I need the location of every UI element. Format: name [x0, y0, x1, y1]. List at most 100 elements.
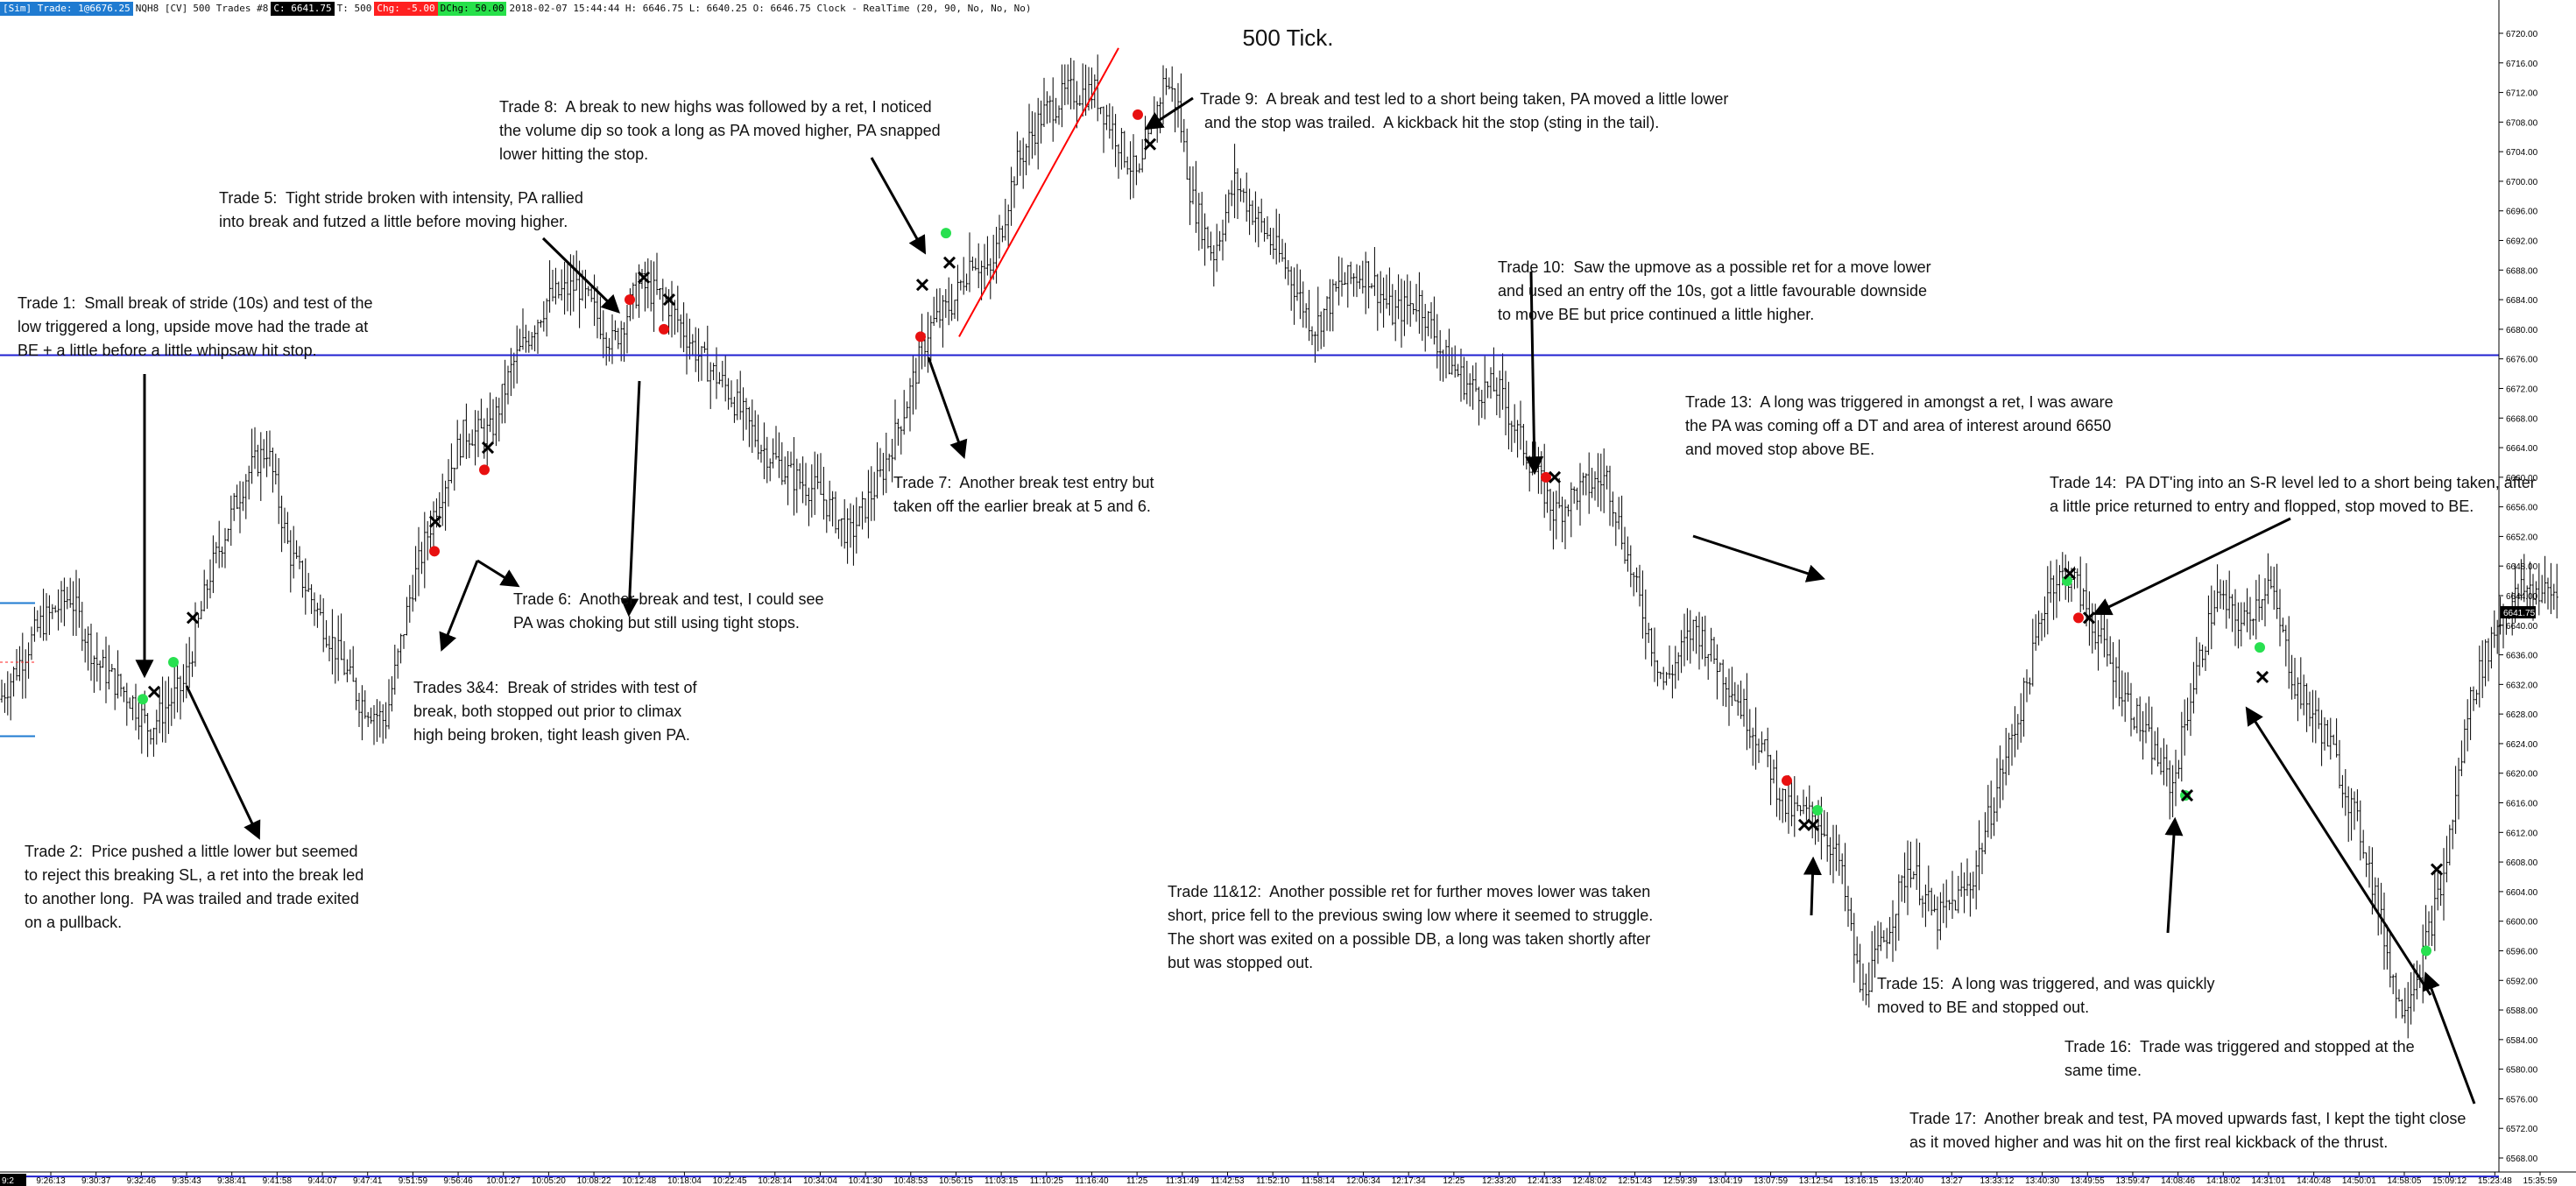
trade-entry-marker [1133, 109, 1143, 120]
y-tick-label: 6588.00 [2506, 1006, 2538, 1016]
instrument-header: [Sim] Trade: 1@6676.25 NQH8 [CV] 500 Trade… [0, 0, 1034, 17]
trade-annotation: Trade 7: Another break test entry but ta… [893, 474, 1154, 515]
x-tick-label: 10:05:20 [532, 1176, 566, 1186]
trade-annotation: Trade 10: Saw the upmove as a possible r… [1498, 258, 1931, 323]
annotation-arrow [1144, 96, 1194, 131]
y-tick-label: 6708.00 [2506, 118, 2538, 128]
annotation-arrow [2245, 706, 2432, 996]
x-tick-label: 11:52:10 [1256, 1176, 1290, 1186]
y-tick-label: 6652.00 [2506, 533, 2538, 542]
annotation-arrow [927, 357, 968, 459]
trade-exit-marker [2180, 789, 2194, 802]
y-tick-label: 6596.00 [2506, 947, 2538, 957]
x-tick-label: 13:49:55 [2071, 1176, 2105, 1186]
x-tick-label: 11:16:40 [1075, 1176, 1109, 1186]
y-tick-label: 6720.00 [2506, 30, 2538, 39]
y-tick-label: 6656.00 [2506, 504, 2538, 513]
x-tick-label: 11:10:25 [1030, 1176, 1064, 1186]
x-tick-label: 13:27 [1941, 1176, 1963, 1186]
header-item: NQH8 [CV] [135, 2, 188, 14]
chart-title: 500 Tick. [1242, 25, 1334, 51]
trade-annotation: Trade 6: Another break and test, I could… [513, 590, 824, 632]
x-tick-label: 12:17:34 [1392, 1176, 1426, 1186]
trade-annotation: Trades 3&4: Break of strides with test o… [413, 679, 697, 744]
trade-exit-marker [637, 271, 651, 284]
x-tick-label: 9:30:37 [81, 1176, 111, 1186]
x-tick-label: 14:58:05 [2388, 1176, 2422, 1186]
trade-entry-marker [429, 546, 440, 557]
y-tick-label: 6600.00 [2506, 918, 2538, 928]
x-tick-label: 12:33:20 [1482, 1176, 1516, 1186]
trade-exit-marker [915, 279, 929, 292]
trade-entry-marker [915, 331, 926, 342]
x-tick-label: 12:48:02 [1572, 1176, 1606, 1186]
trade-long-marker [138, 694, 148, 705]
annotation-arrow [1803, 856, 1822, 916]
x-tick-label: 9:41:58 [263, 1176, 293, 1186]
y-tick-label: 6620.00 [2506, 770, 2538, 780]
header-item: Chg: -5.00 [374, 1, 438, 16]
last-price-label: 6641.75 [2503, 609, 2536, 618]
trade-annotation: Trade 15: A long was triggered, and was … [1877, 975, 2215, 1016]
y-tick-label: 6604.00 [2506, 888, 2538, 898]
x-first-tag [0, 1174, 26, 1186]
trade-exit-marker [1548, 470, 1562, 484]
x-tick-label: 11:42:53 [1210, 1176, 1245, 1186]
y-tick-label: 6712.00 [2506, 89, 2538, 99]
y-tick-label: 6696.00 [2506, 208, 2538, 217]
x-tick-label: 10:18:04 [667, 1176, 702, 1186]
y-tick-label: 6608.00 [2506, 858, 2538, 868]
x-tick-label: 10:01:27 [486, 1176, 520, 1186]
annotation-arrow [870, 157, 927, 255]
x-tick-label: 13:07:59 [1754, 1176, 1788, 1186]
trade-entry-marker [625, 294, 635, 306]
y-tick-label: 6616.00 [2506, 800, 2538, 809]
annotation-arrow [541, 236, 621, 314]
trade-exit-marker [1806, 818, 1820, 831]
trade-annotation: Trade 11&12: Another possible ret for fu… [1168, 883, 1654, 971]
y-tick-label: 6584.00 [2506, 1036, 2538, 1046]
x-tick-label: 9:51:59 [399, 1176, 428, 1186]
trade-long-marker [941, 228, 951, 239]
trade-annotation: Trade 8: A break to new highs was follow… [499, 98, 941, 163]
trade-entry-marker [659, 323, 669, 335]
y-tick-label: 6632.00 [2506, 681, 2538, 690]
y-tick-label: 6668.00 [2506, 414, 2538, 424]
trade-annotation: Trade 14: PA DT'ing into an S-R level le… [2050, 474, 2536, 515]
x-tick-label: 13:59:47 [2115, 1176, 2149, 1186]
trade-annotation: Trade 17: Another break and test, PA mov… [1909, 1110, 2467, 1151]
x-tick-label: 10:56:15 [939, 1176, 973, 1186]
x-tick-label: 11:58:14 [1302, 1176, 1336, 1186]
trade-exit-marker [481, 441, 495, 455]
trade-exit-marker [2255, 670, 2269, 683]
y-tick-label: 6692.00 [2506, 237, 2538, 247]
x-tick-label: 12:59:39 [1663, 1176, 1697, 1186]
y-tick-label: 6684.00 [2506, 296, 2538, 306]
x-tick-label: 9:47:41 [353, 1176, 383, 1186]
x-tick-label: 15:35:59 [2523, 1176, 2558, 1186]
x-tick-label: 12:51:43 [1618, 1176, 1652, 1186]
trade-long-marker [1812, 804, 1823, 815]
y-tick-label: 6572.00 [2506, 1125, 2538, 1134]
x-tick-label: 10:22:45 [713, 1176, 747, 1186]
trade-exit-marker [2082, 611, 2096, 625]
x-tick-label: 12:06:34 [1346, 1176, 1380, 1186]
y-tick-label: 6648.00 [2506, 562, 2538, 572]
y-tick-label: 6704.00 [2506, 148, 2538, 158]
y-tick-label: 6644.00 [2506, 592, 2538, 602]
header-item: 500 Trades #8 [193, 2, 269, 14]
y-tick-label: 6624.00 [2506, 740, 2538, 750]
annotation-arrow [185, 685, 261, 840]
x-tick-label: 14:18:02 [2206, 1176, 2241, 1186]
last-price-tag [2501, 606, 2536, 619]
trade-annotation: Trade 16: Trade was triggered and stoppe… [2064, 1038, 2415, 1079]
header-item: T: 500 [336, 2, 372, 14]
x-tick-label: 13:16:15 [1844, 1176, 1878, 1186]
y-tick-label: 6636.00 [2506, 652, 2538, 661]
trade-annotation: Trade 9: A break and test led to a short… [1200, 90, 1729, 131]
x-tick-label: 9:26:13 [36, 1176, 66, 1186]
y-tick-label: 6612.00 [2506, 829, 2538, 838]
y-tick-label: 6592.00 [2506, 977, 2538, 986]
y-tick-label: 6576.00 [2506, 1095, 2538, 1105]
